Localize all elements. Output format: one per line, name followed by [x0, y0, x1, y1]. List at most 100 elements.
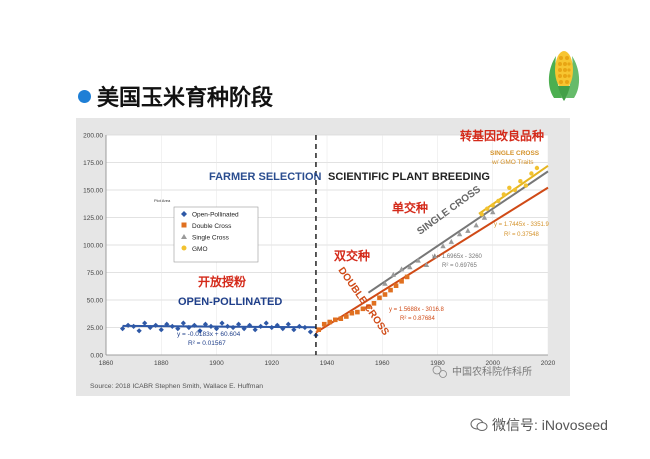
point-double-cross: [316, 327, 322, 332]
point-open-pollinated: [158, 327, 164, 333]
point-double-cross: [371, 301, 377, 306]
point-double-cross: [388, 287, 393, 293]
point-double-cross: [393, 283, 399, 288]
point-single-cross: [398, 266, 405, 272]
header-scientific-breeding: SCIENTIFIC PLANT BREEDING: [328, 171, 490, 183]
point-gmo: [512, 187, 518, 193]
x-tick-label: 1860: [99, 360, 114, 367]
corn-icon: [548, 51, 580, 101]
yield-chart: 0.00 25.00 50.00 75.00 100.00 125.00 150.00 175…: [83, 128, 556, 390]
point-open-pollinated: [247, 322, 253, 328]
point-single-cross: [440, 243, 446, 249]
point-single-cross: [407, 264, 413, 270]
y-tick-label: 175.00: [83, 160, 103, 167]
legend-small-title: Plot Area: [154, 198, 171, 203]
r2-single-cross: R² = 0.69765: [442, 263, 478, 269]
legend-label-single-cross: Single Cross: [192, 235, 230, 242]
annotation-open-pollinated-cn: 开放授粉: [198, 274, 246, 289]
legend-label-open-pollinated: Open-Pollinated: [192, 212, 239, 219]
point-open-pollinated: [197, 328, 203, 334]
point-open-pollinated: [153, 322, 159, 328]
r2-double-cross: R² = 0.87684: [400, 316, 436, 322]
x-tick-label: 1900: [209, 360, 224, 367]
x-tick-label: 1920: [265, 360, 280, 367]
annotation-double-cross-cn: 双交种: [334, 248, 370, 263]
x-tick-label: 1940: [320, 360, 335, 367]
y-tick-label: 50.00: [87, 298, 104, 305]
point-double-cross: [399, 279, 404, 284]
point-gmo: [534, 165, 540, 171]
point-open-pollinated: [164, 321, 170, 327]
point-double-cross: [338, 316, 344, 321]
slide-title-row: 美国玉米育种阶段: [78, 80, 273, 112]
annotation-open-pollinated-en: OPEN-POLLINATED: [178, 296, 282, 308]
annotation-single-cross-cn: 单交种: [392, 200, 428, 215]
trendline-single-cross: [367, 170, 549, 294]
footer-watermark-text: 微信号: iNovoseed: [492, 417, 608, 433]
point-gmo: [523, 183, 529, 188]
x-tick-label: 1880: [154, 360, 169, 367]
point-open-pollinated: [186, 324, 192, 331]
grid-layer: [105, 134, 549, 356]
point-single-cross: [473, 222, 479, 228]
watermark-text: 中国农科院作科所: [452, 365, 532, 378]
point-open-pollinated: [236, 321, 242, 327]
y-tick-label: 0.00: [90, 353, 103, 360]
point-single-cross: [423, 262, 430, 267]
point-open-pollinated: [285, 321, 291, 327]
point-double-cross: [349, 310, 355, 316]
trendline-double-cross: [315, 186, 549, 334]
point-open-pollinated: [296, 323, 302, 329]
legend-marker-open-pollinated: [181, 211, 187, 217]
annotation-gmo-en-2: w/ GMO Traits: [491, 159, 534, 166]
annotation-gmo-cn: 转基因改良品种: [460, 128, 544, 143]
legend-marker-double-cross: [181, 222, 187, 228]
point-double-cross: [382, 292, 388, 297]
point-single-cross: [432, 253, 438, 259]
point-double-cross: [404, 274, 410, 280]
x-tick-label: 1960: [375, 360, 390, 367]
legend-marker-single-cross: [181, 234, 187, 239]
point-gmo: [501, 192, 506, 197]
point-open-pollinated: [230, 324, 236, 331]
point-double-cross: [327, 319, 333, 325]
point-open-pollinated: [125, 322, 131, 328]
point-single-cross: [490, 209, 496, 215]
point-single-cross: [456, 231, 463, 237]
y-tick-label: 125.00: [83, 215, 103, 222]
chart-panel: 0.00 25.00 50.00 75.00 100.00 125.00 150.00 175…: [76, 118, 570, 396]
y-tick-label: 100.00: [83, 243, 103, 250]
equation-gmo: y = 1.7445x - 3351.9: [494, 222, 550, 228]
point-double-cross: [344, 314, 349, 319]
point-open-pollinated: [131, 323, 137, 329]
watermark-chinese-academy: 中国农科院作科所: [432, 365, 532, 378]
legend-marker-gmo: [181, 245, 187, 251]
x-tick-label: 1980: [430, 360, 445, 367]
point-gmo: [496, 198, 501, 204]
point-open-pollinated: [147, 324, 153, 331]
slide-title: 美国玉米育种阶段: [97, 86, 274, 111]
wechat-icon: [470, 418, 488, 431]
r2-gmo: R² = 0.37548: [504, 232, 540, 238]
annotation-gmo-en-1: SINGLE CROSS: [490, 150, 540, 157]
point-single-cross: [390, 271, 396, 277]
point-gmo: [490, 203, 495, 208]
source-note: Source: 2018 ICABR Stephen Smith, Wallac…: [90, 383, 263, 390]
axis-layer: 0.00 25.00 50.00 75.00 100.00 125.00 150.00 175…: [83, 133, 556, 368]
point-double-cross: [321, 321, 327, 327]
point-gmo: [485, 206, 490, 211]
y-tick-label: 150.00: [83, 188, 103, 195]
point-open-pollinated: [302, 324, 308, 331]
header-farmer-selection: FARMER SELECTION: [209, 171, 322, 183]
point-single-cross: [415, 257, 421, 263]
point-gmo: [507, 185, 512, 190]
equation-single-cross: y = 1.6965x - 3260: [432, 254, 483, 260]
point-gmo: [479, 212, 484, 217]
point-open-pollinated: [269, 324, 275, 331]
point-double-cross: [355, 309, 360, 315]
point-double-cross: [377, 295, 382, 301]
point-single-cross: [481, 214, 488, 220]
point-double-cross: [332, 317, 338, 323]
x-tick-label: 2000: [486, 360, 501, 367]
y-tick-label: 25.00: [87, 325, 104, 332]
